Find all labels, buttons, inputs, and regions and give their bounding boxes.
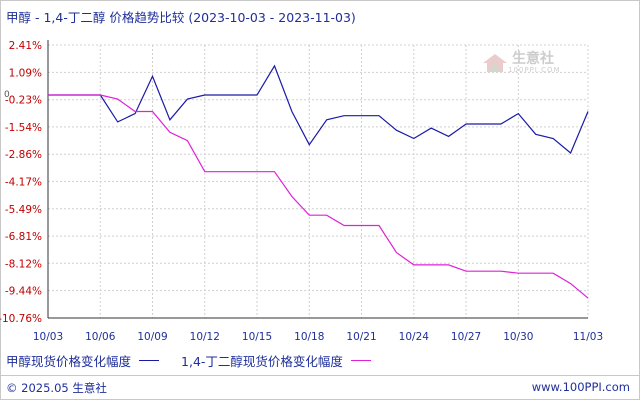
y-tick-label: -6.81% — [5, 231, 42, 243]
y-tick-label: -10.76% — [0, 313, 42, 325]
x-tick-label: 10/09 — [137, 331, 167, 343]
chart-title: 甲醇 - 1,4-丁二醇 价格趋势比较 (2023-10-03 - 2023-1… — [6, 7, 356, 26]
x-tick-label: 10/06 — [85, 331, 116, 343]
x-tick-label: 10/12 — [190, 331, 220, 343]
legend-swatch-bdo — [350, 360, 371, 361]
legend-swatch-methanol — [139, 360, 160, 361]
x-tick-label: 10/24 — [399, 331, 430, 343]
series-lines — [48, 64, 589, 299]
y-tick-label: -8.12% — [5, 258, 42, 270]
x-tick-label: 10/03 — [33, 331, 63, 343]
title-date-range: (2023-10-03 - 2023-11-03) — [188, 10, 356, 25]
line-chart: 2.41% 1.09% -0.23% -1.54% -2.86% -4.17% -5.49%… — [0, 40, 603, 343]
zero-label: 0 — [4, 90, 10, 100]
tick-labels: 2.41% 1.09% -0.23% -1.54% -2.86% -4.17% -5.49%… — [0, 40, 603, 343]
y-tick-label: -0.23% — [5, 95, 42, 107]
axes — [47, 40, 588, 319]
watermark-logo: 生意社 100PPI.COM — [482, 52, 561, 74]
y-tick-label: -4.17% — [5, 176, 42, 188]
legend-label-bdo: 1,4-丁二醇现货价格变化幅度 — [181, 354, 343, 369]
watermark-name: 生意社 — [512, 51, 554, 67]
chart-legend: 甲醇现货价格变化幅度 1,4-丁二醇现货价格变化幅度 — [6, 351, 393, 370]
x-tick-label: 10/27 — [451, 331, 481, 343]
footer-site-link[interactable]: www.100PPI.com — [531, 380, 630, 394]
title-text: 甲醇 - 1,4-丁二醇 价格趋势比较 — [6, 10, 185, 25]
x-tick-label: 10/30 — [503, 331, 533, 343]
watermark-site: 100PPI.COM — [508, 66, 561, 74]
y-tick-label: 1.09% — [9, 67, 42, 79]
legend-item-methanol: 甲醇现货价格变化幅度 — [6, 351, 160, 370]
y-tick-label: -5.49% — [5, 204, 42, 216]
house-logo-icon — [483, 54, 507, 72]
y-tick-label: -1.54% — [5, 122, 42, 134]
x-tick-label: 10/15 — [242, 331, 272, 343]
series-line-methanol — [48, 64, 589, 154]
footer-copyright: © 2025.05 生意社 — [6, 381, 107, 395]
y-tick-label: -9.44% — [5, 286, 42, 298]
series-line-bdo — [48, 94, 589, 299]
y-tick-label: 2.41% — [9, 40, 42, 52]
y-tick-label: -2.86% — [5, 149, 42, 161]
grid-lines — [47, 44, 589, 319]
footer-divider — [0, 375, 640, 376]
x-tick-label: 10/18 — [294, 331, 324, 343]
x-tick-label: 10/21 — [346, 331, 376, 343]
x-tick-label: 11/03 — [573, 331, 603, 343]
legend-item-bdo: 1,4-丁二醇现货价格变化幅度 — [181, 351, 371, 370]
legend-label-methanol: 甲醇现货价格变化幅度 — [6, 354, 132, 369]
